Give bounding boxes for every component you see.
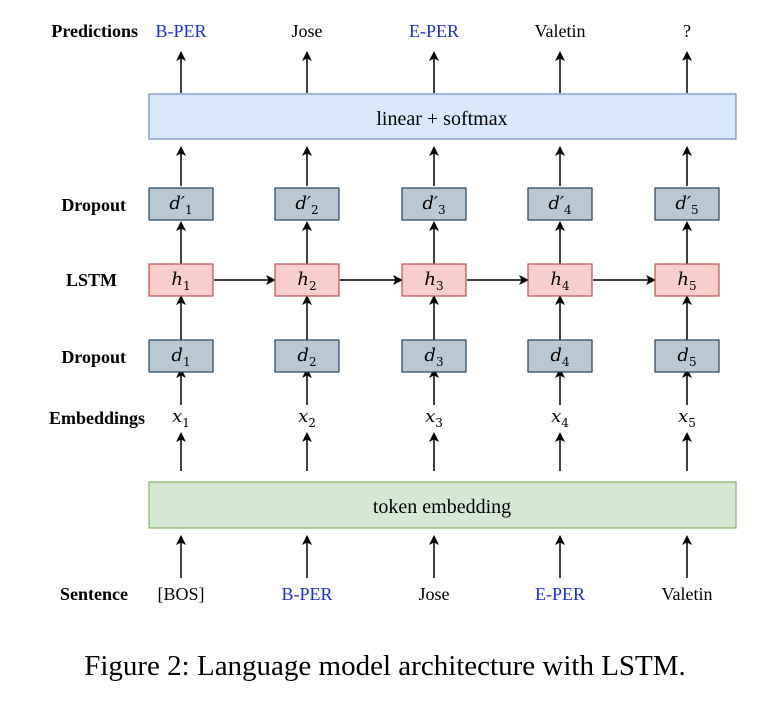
sentence-token: [BOS]	[157, 584, 204, 604]
row-label-sentence: Sentence	[60, 584, 128, 604]
figure-caption: Figure 2: Language model architecture wi…	[84, 650, 686, 682]
dropout-top-node	[148, 187, 214, 221]
dropout-bottom-node	[527, 339, 593, 373]
embedding-label: x3	[425, 406, 443, 430]
arrows	[176, 51, 692, 578]
prediction-label: ?	[683, 21, 691, 41]
dropout-bottom-node	[654, 339, 720, 373]
sentence-token: Valetin	[662, 584, 713, 604]
dropout-bottom-label: d5	[677, 345, 696, 369]
row-label-dropout-top: Dropout	[61, 195, 126, 215]
row-label-lstm: LSTM	[66, 270, 117, 290]
sentence-row: [BOS] B-PER Jose E-PER Valetin	[157, 584, 712, 604]
dropout-bottom-node	[401, 339, 467, 373]
embedding-label: x4	[551, 406, 569, 430]
dropout-top-label: d′1	[169, 193, 192, 217]
token-embedding-label: token embedding	[373, 496, 511, 518]
lstm-node	[148, 263, 214, 297]
prediction-label: Valetin	[535, 21, 586, 41]
dropout-top-node	[274, 187, 340, 221]
row-label-predictions: Predictions	[51, 21, 138, 41]
linear-softmax-label: linear + softmax	[376, 108, 507, 130]
embedding-label: x2	[298, 406, 316, 430]
predictions-row: B-PER Jose E-PER Valetin?	[155, 21, 691, 41]
lstm-label: h1	[171, 269, 190, 293]
dropout-bottom-label: d1	[171, 345, 190, 369]
prediction-label: Jose	[292, 21, 323, 41]
lstm-label: h2	[297, 269, 316, 293]
embedding-label: x5	[678, 406, 696, 430]
token-embedding-box	[148, 481, 737, 529]
dropout-top-label: d′5	[675, 193, 698, 217]
dropout-top-label: d′4	[548, 193, 572, 217]
lstm-node	[274, 263, 340, 297]
lstm-architecture-diagram: Predictions Dropout LSTM Dropout Embeddi…	[49, 21, 737, 604]
prediction-label: B-PER	[155, 21, 206, 41]
nodes: d′1 h1 d1 x1 d′2 h2 d2 x2 d′3 h3 d3 x3 d′4 h4 d4 x4 d′5 h…	[148, 187, 720, 430]
dropout-bottom-node	[274, 339, 340, 373]
embedding-label: x1	[172, 406, 190, 430]
lstm-node	[654, 263, 720, 297]
dropout-top-label: d′3	[422, 193, 445, 217]
dropout-bottom-label: d4	[550, 345, 570, 369]
row-label-dropout-bottom: Dropout	[61, 347, 126, 367]
lstm-node	[401, 263, 467, 297]
linear-softmax-box	[148, 93, 737, 140]
sentence-token: Jose	[419, 584, 450, 604]
dropout-top-node	[401, 187, 467, 221]
lstm-label: h5	[677, 269, 696, 293]
sentence-token: B-PER	[281, 584, 332, 604]
prediction-label: E-PER	[409, 21, 459, 41]
dropout-bottom-node	[148, 339, 214, 373]
lstm-label: h3	[424, 269, 443, 293]
sentence-token: E-PER	[535, 584, 585, 604]
dropout-top-node	[527, 187, 593, 221]
row-label-embeddings: Embeddings	[49, 408, 145, 428]
lstm-node	[527, 263, 593, 297]
dropout-bottom-label: d2	[297, 345, 316, 369]
dropout-top-label: d′2	[295, 193, 318, 217]
dropout-top-node	[654, 187, 720, 221]
lstm-label: h4	[550, 269, 570, 293]
dropout-bottom-label: d3	[424, 345, 443, 369]
